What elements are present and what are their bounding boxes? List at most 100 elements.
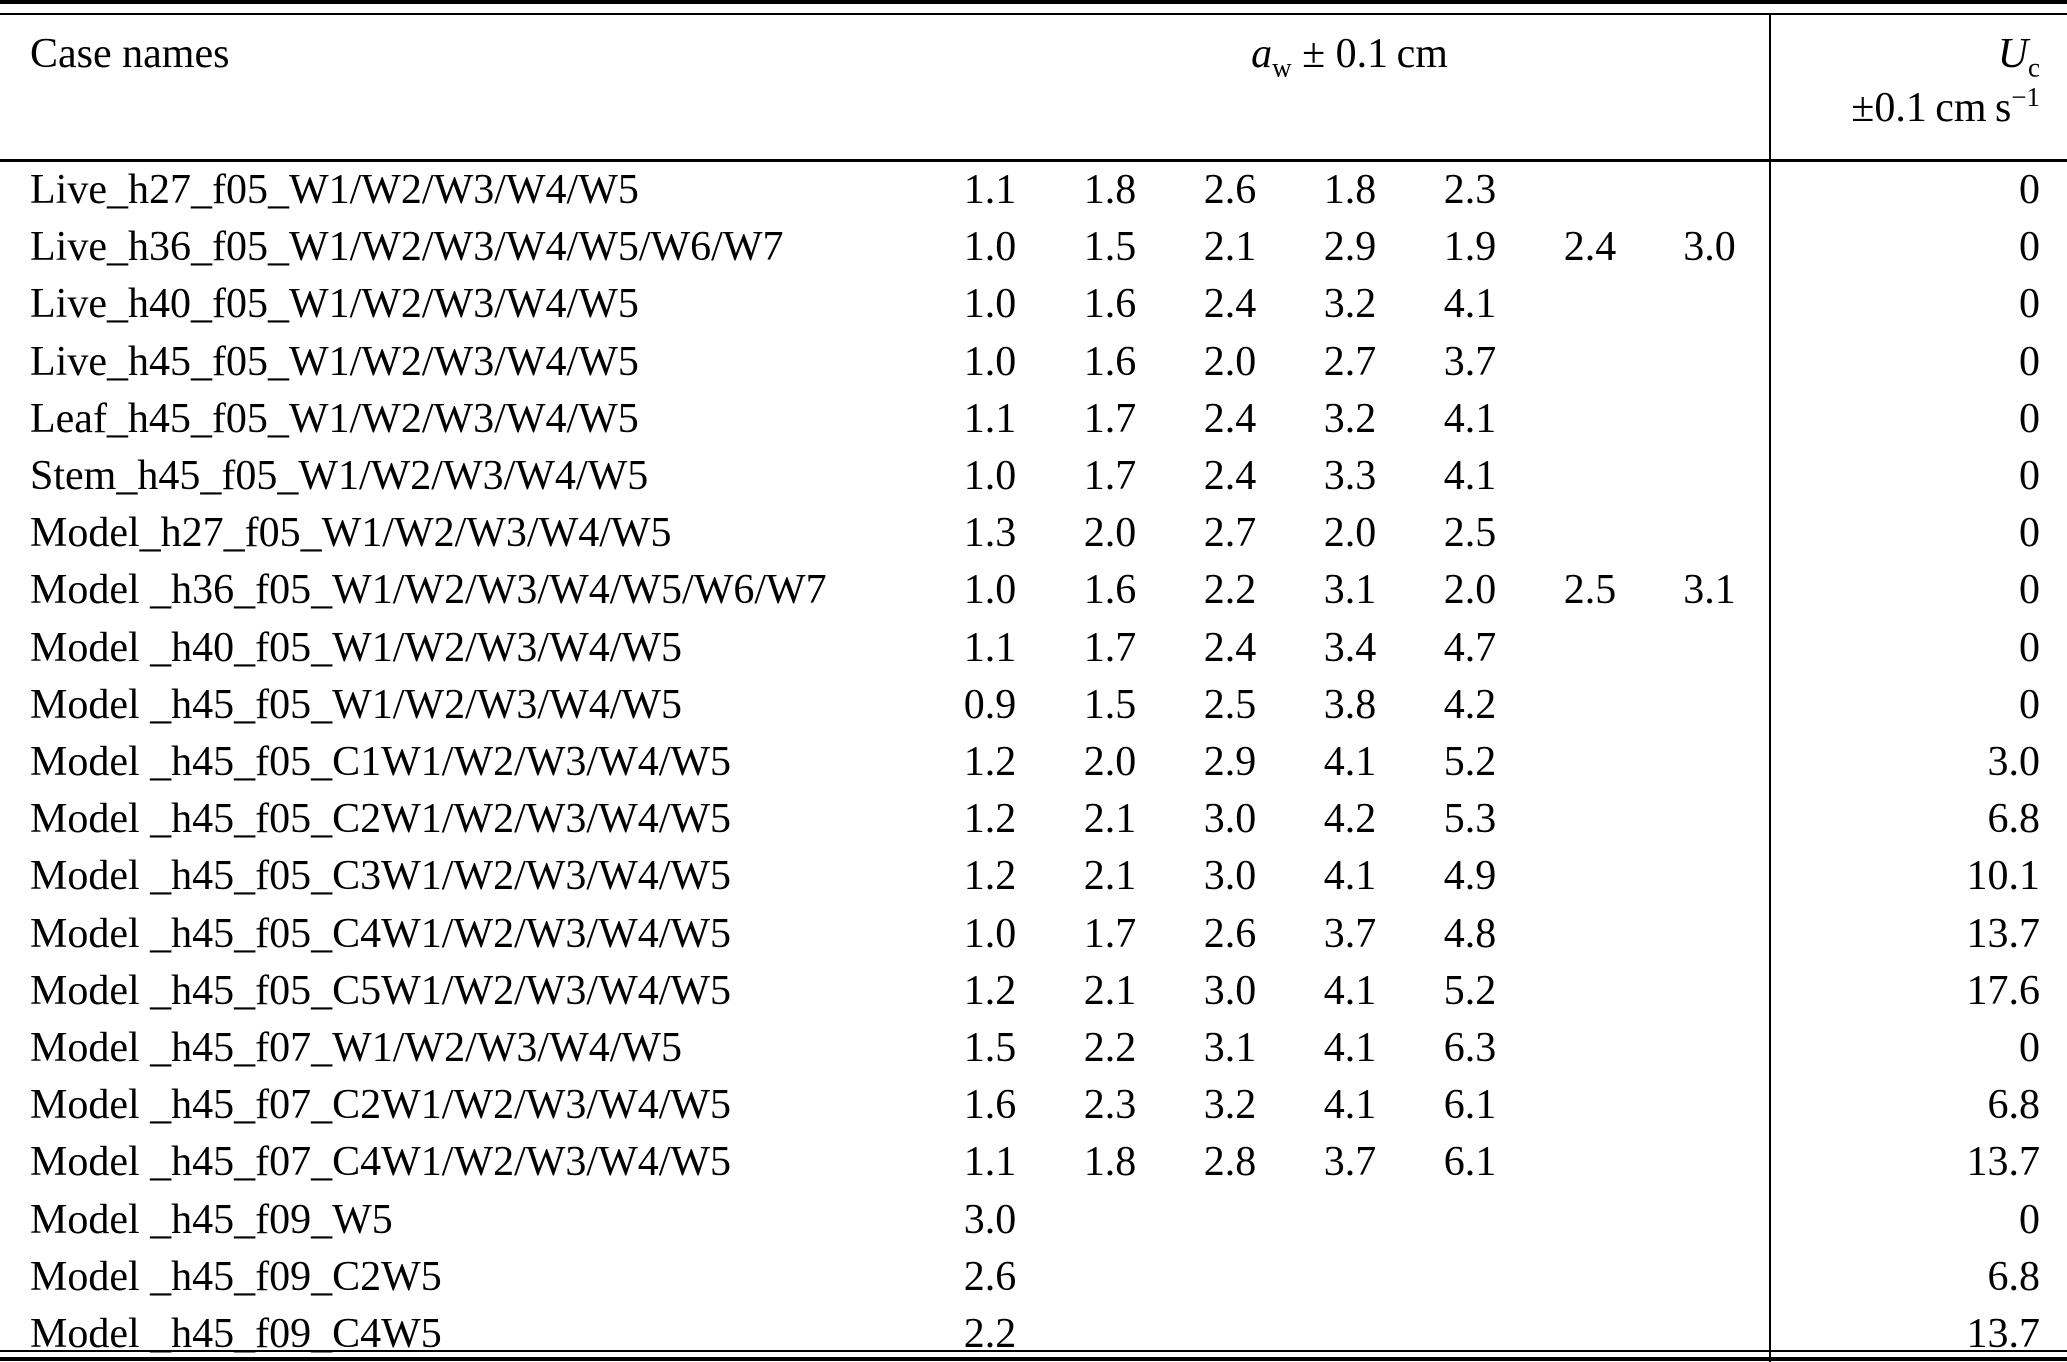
aw-value-cell: 3.2 xyxy=(1323,395,1377,442)
uc-value-cell: 0 xyxy=(1769,562,2067,620)
aw-symbol: a xyxy=(1251,31,1273,77)
aw-value-cell: 1.0 xyxy=(963,567,1017,614)
aw-value-cell xyxy=(1290,1249,1410,1306)
aw-value-cell: 5.2 xyxy=(1443,967,1497,1014)
table-row: Model _h45_f05_W1/W2/W3/W4/W5 0.9 1.5 2.… xyxy=(0,676,2067,735)
aw-value-cell xyxy=(1530,391,1650,448)
aw-value-cell: 1.8 xyxy=(1323,167,1377,213)
aw-value-cell: 2.3 xyxy=(1083,1082,1137,1129)
aw-value-cell: 2.1 xyxy=(1083,796,1137,843)
case-names-header-label: Case names xyxy=(30,31,230,77)
results-table: Case names aw ± 0.1 cm Uc ±0.1 cm s−1 Li… xyxy=(0,15,2067,1362)
aw-value-cell: 1.6 xyxy=(1083,567,1137,614)
case-name-cell: Model _h45_f09_W5 xyxy=(30,1196,393,1243)
table-row: Model _h45_f05_C2W1/W2/W3/W4/W5 1.2 2.1 … xyxy=(0,791,2067,849)
case-name-cell: Model _h45_f09_C2W5 xyxy=(30,1253,442,1300)
aw-value-cell: 2.0 xyxy=(1083,510,1137,557)
table-row: Model _h36_f05_W1/W2/W3/W4/W5/W6/W7 1.0 … xyxy=(0,562,2067,620)
aw-value-cell: 2.4 xyxy=(1563,224,1617,271)
aw-value-cell: 2.4 xyxy=(1203,453,1257,500)
aw-value-cell xyxy=(1530,848,1650,905)
aw-value-cell: 1.8 xyxy=(1083,167,1137,213)
aw-value-cell xyxy=(1410,1306,1530,1362)
aw-value-cell: 4.9 xyxy=(1443,853,1497,900)
table-row: Model _h45_f05_C5W1/W2/W3/W4/W5 1.2 2.1 … xyxy=(0,962,2067,1021)
case-name-cell: Model _h45_f05_C2W1/W2/W3/W4/W5 xyxy=(30,796,732,843)
table-row: Model _h45_f05_C3W1/W2/W3/W4/W5 1.2 2.1 … xyxy=(0,848,2067,906)
aw-value-cell: 3.1 xyxy=(1323,567,1377,614)
aw-value-cell: 1.7 xyxy=(1083,910,1137,957)
case-name-cell: Live_h27_f05_W1/W2/W3/W4/W5 xyxy=(30,167,639,213)
aw-value-cell xyxy=(1650,620,1770,677)
aw-value-cell xyxy=(1650,791,1770,848)
aw-value-cell xyxy=(1530,734,1650,791)
aw-value-cell: 3.0 xyxy=(1203,853,1257,900)
aw-value-cell: 4.2 xyxy=(1323,796,1377,843)
case-name-cell: Model _h45_f09_C4W5 xyxy=(30,1311,442,1358)
aw-value-cell xyxy=(1170,1306,1290,1362)
aw-value-cell: 3.7 xyxy=(1323,910,1377,957)
aw-value-cell: 3.1 xyxy=(1683,567,1736,614)
aw-value-cell: 2.1 xyxy=(1083,967,1137,1014)
aw-value-cell: 1.0 xyxy=(963,910,1017,957)
uc-value-cell: 0 xyxy=(1769,1020,2067,1078)
uc-value-cell: 0 xyxy=(1769,333,2067,391)
aw-value-cell: 1.2 xyxy=(963,739,1017,786)
uc-value-cell: 0 xyxy=(1769,276,2067,334)
case-name-cell: Live_h45_f05_W1/W2/W3/W4/W5 xyxy=(30,338,639,385)
case-name-cell: Model _h45_f05_C1W1/W2/W3/W4/W5 xyxy=(30,739,732,786)
aw-value-cell: 2.6 xyxy=(1203,910,1257,957)
case-name-cell: Model _h45_f07_C4W1/W2/W3/W4/W5 xyxy=(30,1139,732,1186)
aw-value-cell: 2.4 xyxy=(1203,395,1257,442)
table-row: Model _h45_f09_W5 3.0 0 xyxy=(0,1191,2067,1249)
aw-value-cell: 1.1 xyxy=(963,395,1017,442)
aw-header: aw ± 0.1 cm xyxy=(930,15,1771,162)
aw-value-cell: 2.0 xyxy=(1443,567,1497,614)
aw-value-cell: 1.1 xyxy=(963,1139,1017,1186)
aw-value-cell: 4.1 xyxy=(1323,967,1377,1014)
aw-value-cell: 4.1 xyxy=(1323,1082,1377,1129)
uc-value-cell: 6.8 xyxy=(1769,791,2067,849)
table-row: Leaf_h45_f05_W1/W2/W3/W4/W5 1.1 1.7 2.4 … xyxy=(0,390,2067,449)
aw-value-cell: 2.9 xyxy=(1323,224,1377,271)
table-row: Model _h45_f07_C4W1/W2/W3/W4/W5 1.1 1.8 … xyxy=(0,1134,2067,1192)
uc-value-cell: 0 xyxy=(1769,1191,2067,1249)
aw-value-cell xyxy=(1650,334,1770,391)
uc-value-cell: 0 xyxy=(1769,390,2067,449)
aw-value-cell xyxy=(1410,1192,1530,1249)
uc-value-cell: 0 xyxy=(1769,448,2067,506)
case-name-cell: Model _h45_f05_C3W1/W2/W3/W4/W5 xyxy=(30,853,732,900)
aw-value-cell xyxy=(1650,1077,1770,1134)
aw-value-cell xyxy=(1650,276,1770,333)
uc-value-cell: 0 xyxy=(1769,505,2067,563)
aw-value-cell xyxy=(1650,1306,1770,1362)
aw-value-cell: 2.7 xyxy=(1323,338,1377,385)
aw-value-cell: 1.9 xyxy=(1443,224,1497,271)
aw-value-cell xyxy=(1050,1306,1170,1362)
aw-value-cell xyxy=(1530,963,1650,1020)
table-row: Live_h45_f05_W1/W2/W3/W4/W5 1.0 1.6 2.0 … xyxy=(0,333,2067,391)
aw-value-cell xyxy=(1530,677,1650,734)
aw-value-cell: 1.6 xyxy=(963,1082,1017,1129)
aw-value-cell xyxy=(1650,734,1770,791)
aw-value-cell xyxy=(1650,1020,1770,1077)
aw-value-cell: 3.4 xyxy=(1323,624,1377,671)
aw-value-cell xyxy=(1650,677,1770,734)
aw-value-cell: 2.2 xyxy=(963,1311,1017,1358)
aw-value-cell: 2.3 xyxy=(1443,167,1497,213)
aw-value-cell: 2.5 xyxy=(1563,567,1617,614)
aw-value-cell: 1.0 xyxy=(963,224,1017,271)
uc-value-cell: 10.1 xyxy=(1769,848,2067,906)
aw-value-cell: 4.1 xyxy=(1323,739,1377,786)
case-name-cell: Model _h36_f05_W1/W2/W3/W4/W5/W6/W7 xyxy=(30,567,827,614)
aw-value-cell: 2.6 xyxy=(1203,167,1257,213)
aw-value-cell: 1.2 xyxy=(963,796,1017,843)
case-name-cell: Model _h45_f07_C2W1/W2/W3/W4/W5 xyxy=(30,1082,732,1129)
aw-value-cell: 3.8 xyxy=(1323,681,1377,728)
uc-value-cell: 6.8 xyxy=(1769,1077,2067,1135)
uc-units: ±0.1 cm s xyxy=(1851,85,2012,131)
table-row: Model _h45_f05_C4W1/W2/W3/W4/W5 1.0 1.7 … xyxy=(0,905,2067,963)
uc-value-cell: 3.0 xyxy=(1769,734,2067,792)
top-rule-thick xyxy=(0,0,2067,4)
